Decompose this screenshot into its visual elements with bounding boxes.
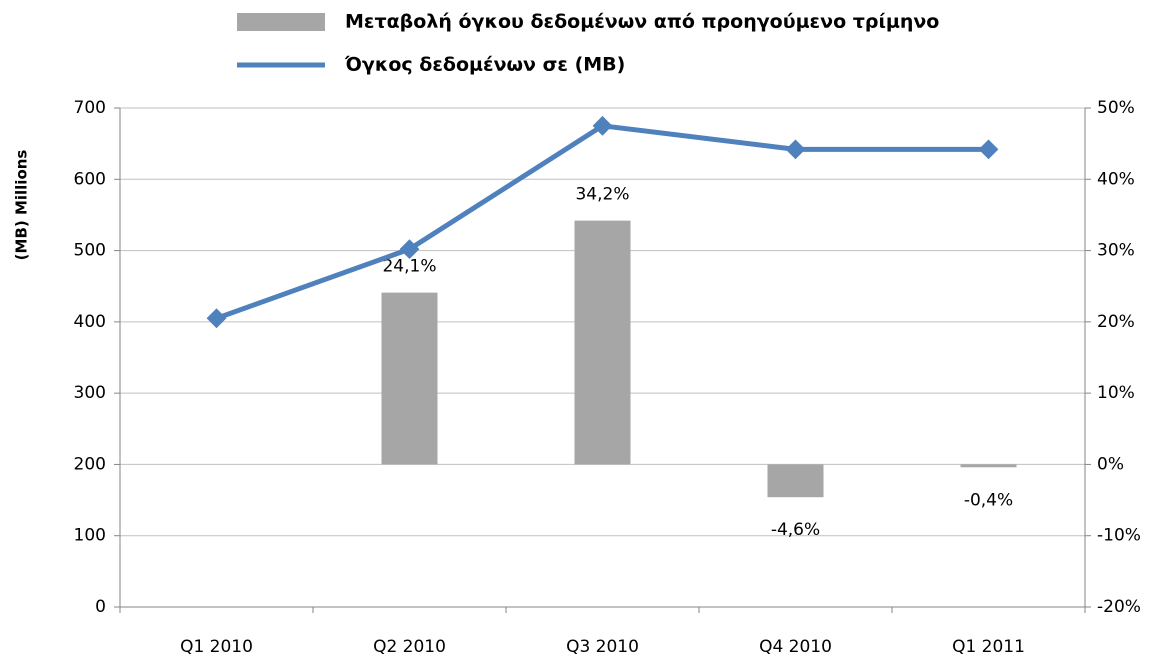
- legend-label: Όγκος δεδομένων σε (MB): [344, 54, 625, 76]
- marker: [399, 239, 420, 260]
- y2-tick-label: 50%: [1097, 98, 1135, 118]
- bar: [381, 292, 438, 465]
- x-tick-label: Q1 2011: [952, 637, 1025, 657]
- data-label: -4,6%: [771, 520, 820, 540]
- legend-swatch: [237, 13, 325, 31]
- x-tick-label: Q4 2010: [759, 637, 832, 657]
- legend-label: Μεταβολή όγκου δεδομένων από προηγούμενο…: [345, 11, 939, 33]
- y-tick-label: 0: [95, 597, 106, 617]
- marker: [206, 308, 227, 329]
- data-label: -0,4%: [964, 490, 1013, 510]
- y-tick-label: 500: [74, 241, 106, 261]
- bar: [574, 220, 631, 465]
- data-label: 34,2%: [575, 185, 629, 205]
- y2-tick-label: 20%: [1097, 312, 1135, 332]
- y-tick-label: 600: [74, 169, 106, 189]
- y2-tick-label: 30%: [1097, 241, 1135, 261]
- bar: [960, 464, 1017, 468]
- y2-tick-label: 0%: [1097, 454, 1124, 474]
- y2-tick-label: -10%: [1097, 526, 1141, 546]
- x-tick-label: Q1 2010: [180, 637, 253, 657]
- y-axis-label: (MB) Millions: [13, 150, 31, 261]
- y2-tick-label: 40%: [1097, 169, 1135, 189]
- y-tick-label: 700: [74, 98, 106, 118]
- y-tick-label: 200: [74, 454, 106, 474]
- y-tick-label: 400: [74, 312, 106, 332]
- bar: [767, 464, 824, 498]
- x-tick-label: Q2 2010: [373, 637, 446, 657]
- y2-tick-label: 10%: [1097, 383, 1135, 403]
- marker: [785, 139, 806, 160]
- x-tick-label: Q3 2010: [566, 637, 639, 657]
- data-label: 24,1%: [382, 257, 436, 277]
- marker: [978, 139, 999, 160]
- y-tick-label: 300: [74, 383, 106, 403]
- y2-tick-label: -20%: [1097, 597, 1141, 617]
- y-tick-label: 100: [74, 526, 106, 546]
